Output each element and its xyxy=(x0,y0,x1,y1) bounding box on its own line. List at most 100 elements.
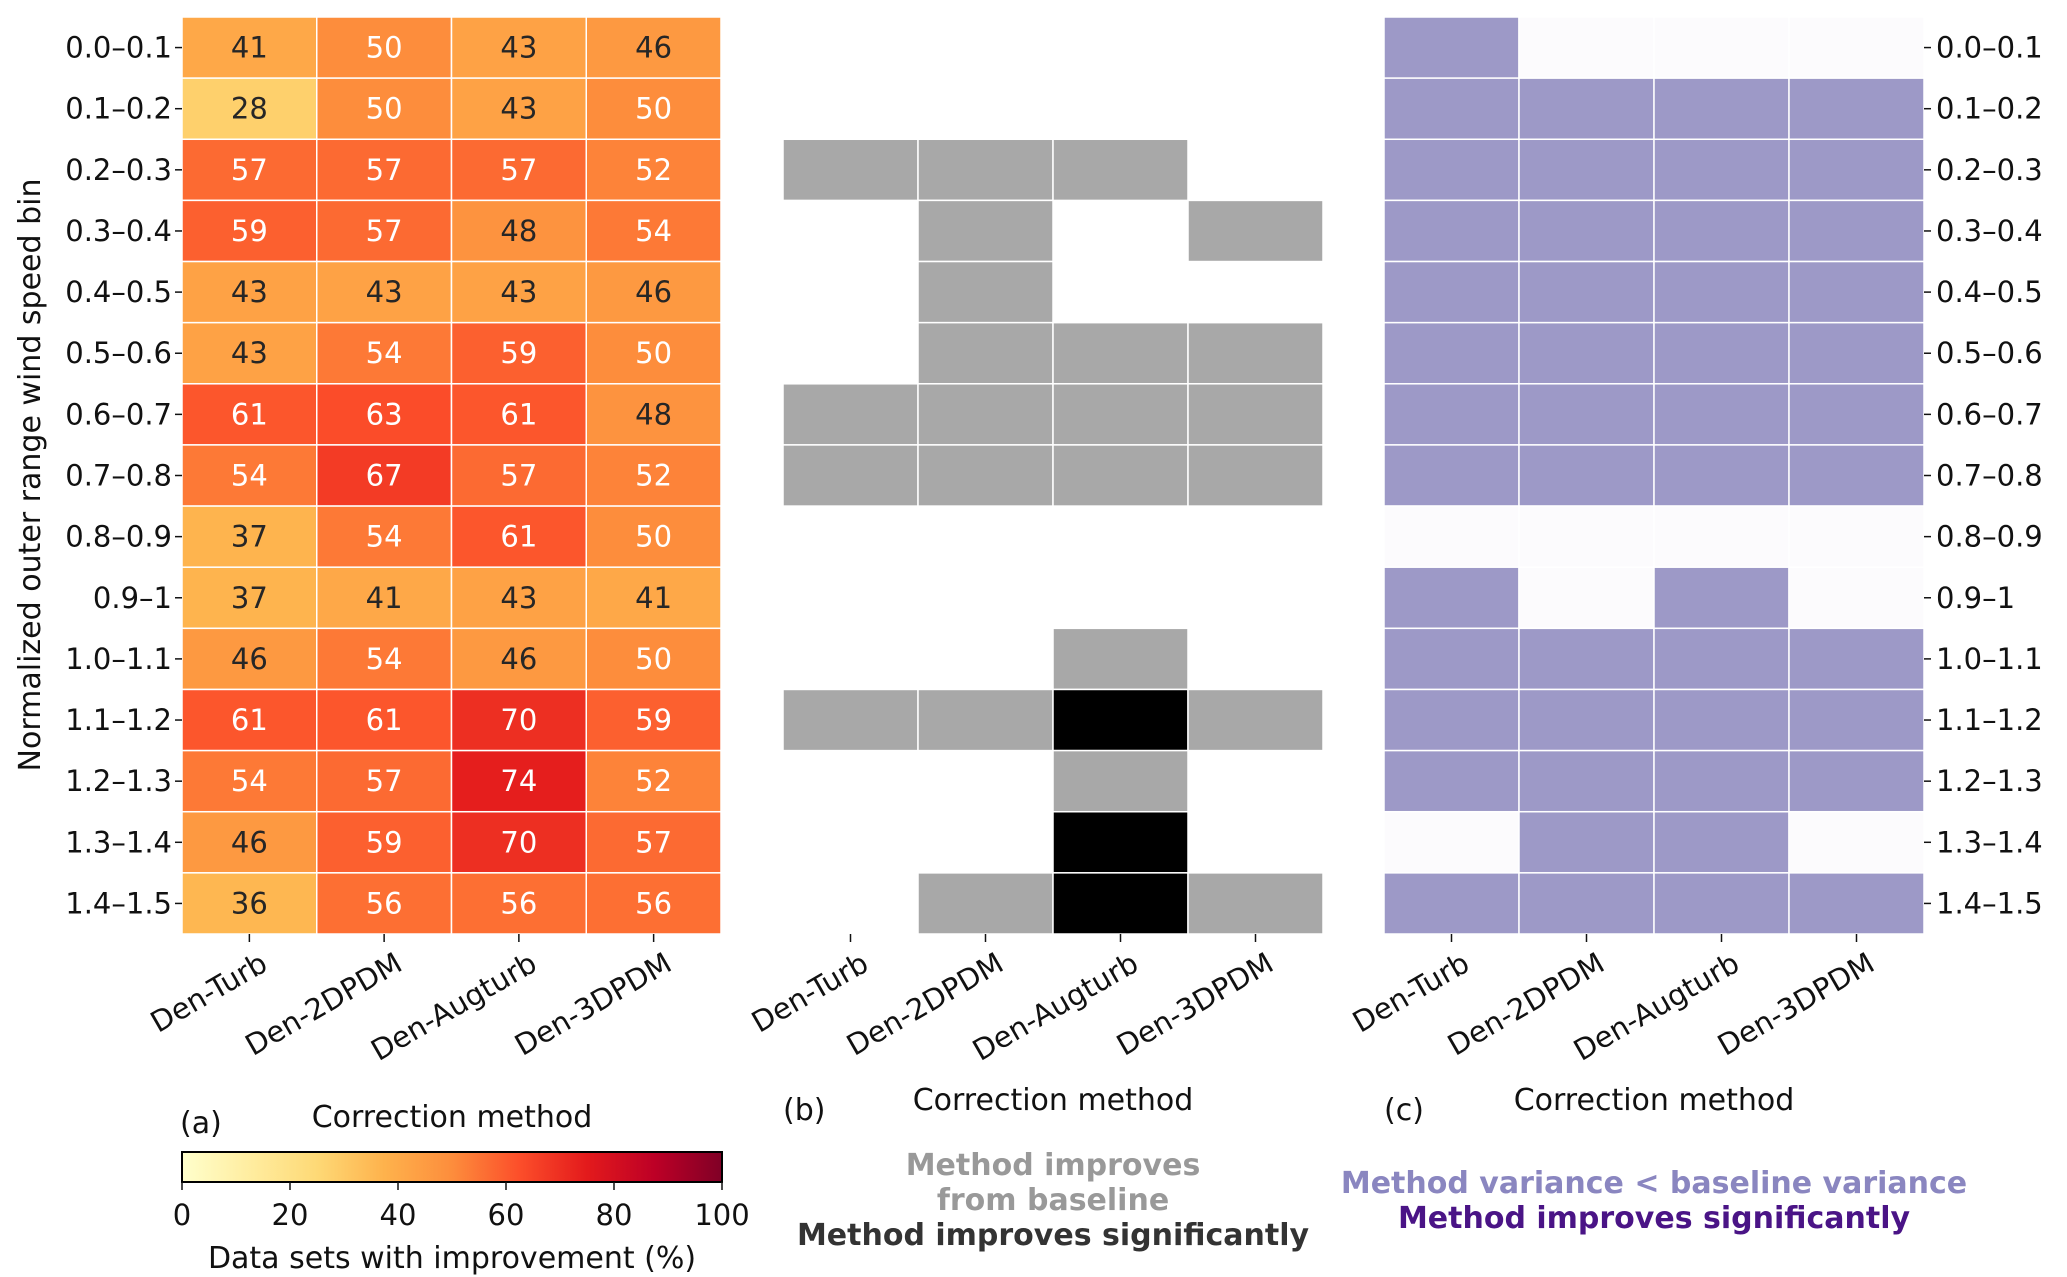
heatmap-cell xyxy=(917,444,1054,507)
cell-value-label: 59 xyxy=(500,336,537,370)
cell-value-label: 43 xyxy=(231,336,268,370)
ytick-label: 1.2–1.3 xyxy=(1936,764,2043,798)
colorbar-tick-label: 40 xyxy=(380,1198,417,1232)
heatmap-cell xyxy=(783,811,918,873)
cell-value-label: 43 xyxy=(231,275,268,309)
panel-a-ytick-labels: 0.0–0.1 0.1–0.2 0.2–0.3 0.3–0.4 0.4–0.5 0.5–0… xyxy=(65,31,172,921)
ytick-label: 1.4–1.5 xyxy=(1936,886,2043,920)
heatmap-cell xyxy=(783,567,918,629)
heatmap-cell xyxy=(316,16,453,79)
heatmap-cell xyxy=(1187,872,1324,935)
heatmap-cell xyxy=(450,16,587,79)
cell-value-label: 50 xyxy=(366,92,403,126)
colorbar-tick-label: 20 xyxy=(272,1198,309,1232)
cell-value-label: 52 xyxy=(635,153,672,187)
cell-value-label: 54 xyxy=(366,336,403,370)
heatmap-cell xyxy=(1788,444,1925,507)
heatmap-cell xyxy=(1518,77,1655,141)
heatmap-cell xyxy=(1788,199,1925,263)
heatmap-cell xyxy=(1053,567,1188,629)
ytick-label: 0.1–0.2 xyxy=(65,92,172,126)
heatmap-cell xyxy=(1518,627,1655,691)
heatmap-cell xyxy=(1188,506,1323,568)
heatmap-cell xyxy=(585,199,722,263)
heatmap-cell xyxy=(1187,199,1324,263)
cell-value-label: 50 xyxy=(635,92,672,126)
ytick-label: 1.2–1.3 xyxy=(65,764,172,798)
heatmap-cell xyxy=(783,200,918,262)
heatmap-cell xyxy=(1052,627,1189,691)
heatmap-cell xyxy=(1518,16,1655,79)
cell-value-label: 43 xyxy=(500,92,537,126)
cell-value-label: 50 xyxy=(635,520,672,554)
ytick-label: 0.7–0.8 xyxy=(65,459,172,493)
panel-b-label: (b) xyxy=(783,1093,825,1128)
heatmap-cell xyxy=(316,77,453,141)
heatmap-cell xyxy=(1188,17,1323,79)
legend-text: Method variance < baseline variance xyxy=(1341,1166,1967,1201)
heatmap-cell xyxy=(917,138,1054,202)
heatmap-cell xyxy=(917,688,1054,752)
ytick-label: 0.2–0.3 xyxy=(65,153,172,187)
heatmap-cell xyxy=(181,566,318,630)
heatmap-cell xyxy=(1518,199,1655,263)
heatmap-cell xyxy=(1052,749,1189,813)
heatmap-cell xyxy=(1052,810,1189,874)
heatmap-cell xyxy=(585,566,722,630)
cell-value-label: 57 xyxy=(366,764,403,798)
cell-value-label: 41 xyxy=(231,31,268,65)
heatmap-cell xyxy=(918,750,1053,812)
cell-value-label: 50 xyxy=(635,642,672,676)
heatmap-cell xyxy=(316,260,453,324)
heatmap-cell xyxy=(1653,749,1790,813)
heatmap-cell xyxy=(1788,872,1925,935)
heatmap-cell xyxy=(1383,383,1520,446)
heatmap-cell xyxy=(585,16,722,79)
heatmap-cell xyxy=(1788,77,1925,141)
heatmap-cell xyxy=(782,688,919,752)
cell-value-label: 59 xyxy=(366,825,403,859)
heatmap-cell xyxy=(1518,505,1655,568)
ytick-label: 0.3–0.4 xyxy=(1936,214,2043,248)
heatmap-cell xyxy=(585,688,722,752)
colorbar-tick-label: 100 xyxy=(694,1198,749,1232)
cell-value-label: 46 xyxy=(231,642,268,676)
legend-text: Method improves significantly xyxy=(797,1218,1310,1253)
heatmap-cell xyxy=(1187,688,1324,752)
panel-b-xtick-marks xyxy=(849,934,1257,942)
cell-value-label: 54 xyxy=(231,764,268,798)
cell-value-label: 67 xyxy=(366,459,403,493)
panel-b-cells xyxy=(782,17,1324,935)
heatmap-cell xyxy=(918,628,1053,690)
heatmap-cell xyxy=(782,383,919,446)
heatmap-cell xyxy=(1518,810,1655,874)
cell-value-label: 46 xyxy=(635,275,672,309)
heatmap-cell xyxy=(1788,749,1925,813)
heatmap-cell xyxy=(585,321,722,385)
heatmap-cell xyxy=(1052,688,1189,752)
heatmap-cell xyxy=(1518,138,1655,202)
heatmap-cell xyxy=(181,688,318,752)
ytick-label: 0.8–0.9 xyxy=(65,520,172,554)
heatmap-cell xyxy=(585,138,722,202)
ytick-label: 0.2–0.3 xyxy=(1936,153,2043,187)
panel-a-ylabel: Normalized outer range wind speed bin xyxy=(13,179,48,772)
heatmap-cell xyxy=(585,77,722,141)
cell-value-label: 57 xyxy=(231,153,268,187)
heatmap-cell xyxy=(1053,17,1188,79)
ytick-label: 0.5–0.6 xyxy=(1936,336,2043,370)
heatmap-cell xyxy=(1052,321,1189,385)
cell-value-label: 50 xyxy=(366,31,403,65)
heatmap-cell xyxy=(1518,444,1655,507)
ytick-label: 0.0–0.1 xyxy=(65,31,172,65)
cell-value-label: 59 xyxy=(635,703,672,737)
panel-a-xlabel: Correction method xyxy=(312,1100,593,1135)
heatmap-cell xyxy=(1653,138,1790,202)
cell-value-label: 61 xyxy=(366,703,403,737)
heatmap-cell xyxy=(1518,872,1655,935)
cell-value-label: 43 xyxy=(500,275,537,309)
cell-value-label: 70 xyxy=(500,825,537,859)
